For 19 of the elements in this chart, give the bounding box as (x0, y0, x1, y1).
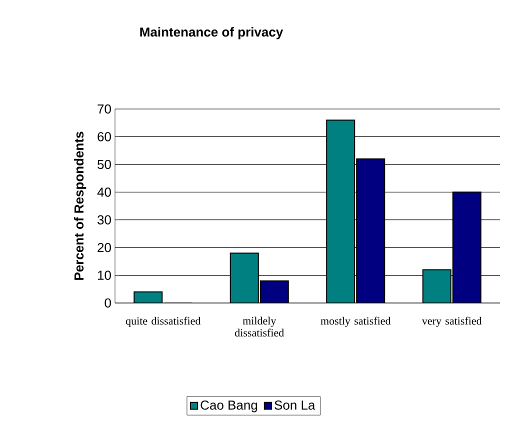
y-tick-label: 40 (97, 188, 111, 197)
chart-title: Maintenance of privacy (140, 27, 284, 40)
bar (260, 280, 289, 303)
x-tick-label: very satisfied (422, 316, 482, 327)
legend-label: Cao Bang (200, 400, 258, 412)
y-tick-label: 70 (98, 104, 111, 114)
y-tick-label: 10 (98, 270, 111, 280)
y-tick-label: 20 (98, 242, 111, 252)
x-tick-label: mostly satisfied (320, 316, 391, 327)
y-tick-label: 0 (104, 298, 111, 308)
bar (356, 158, 386, 303)
y-axis-title: Percent of Respondents (74, 132, 86, 280)
bar (452, 192, 482, 303)
y-tick-label: 30 (98, 215, 111, 224)
y-tick-label: 50 (98, 160, 111, 170)
legend-label: Son La (274, 400, 316, 410)
x-tick-label: quite dissatisfied (126, 316, 201, 327)
x-tick-label: mildely dissatisfied (235, 316, 284, 337)
y-tick-label: 60 (98, 132, 111, 142)
